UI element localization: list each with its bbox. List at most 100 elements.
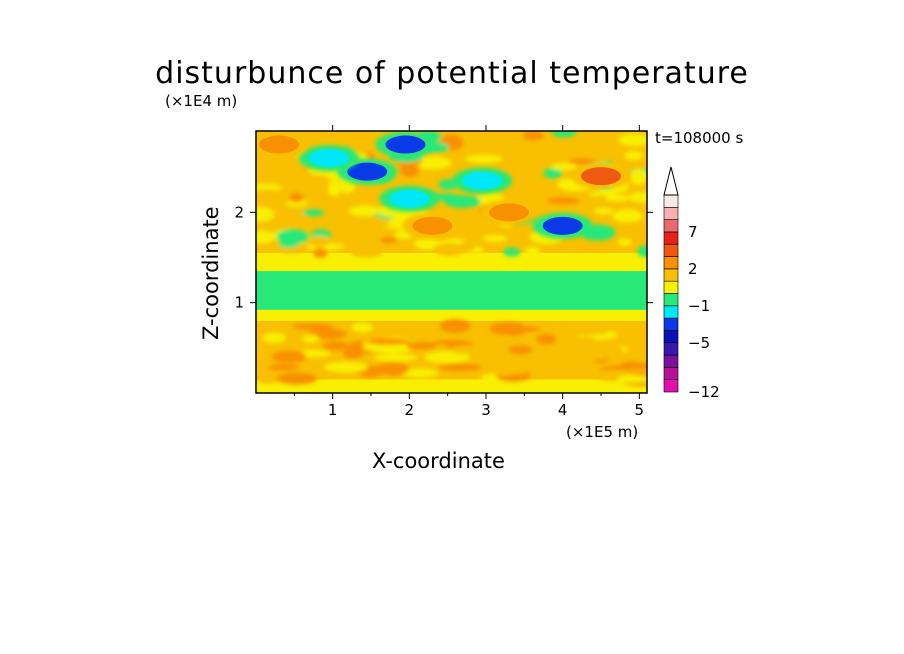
colorbar-segment xyxy=(663,280,679,294)
texture-cell xyxy=(347,342,365,350)
texture-cell xyxy=(276,372,318,385)
texture-cell xyxy=(424,351,471,364)
texture-cell xyxy=(524,246,541,256)
colorbar-tick-label: 2 xyxy=(688,260,698,278)
x-tick-label: 1 xyxy=(328,401,338,419)
x-axis: 1 2 3 4 5 xyxy=(293,125,645,419)
colorbar-segment xyxy=(663,207,679,220)
texture-cell xyxy=(543,168,562,179)
texture-cell xyxy=(482,234,508,242)
colorbar-segment xyxy=(663,231,679,245)
texture-cell xyxy=(503,362,531,375)
plot-area xyxy=(256,131,647,393)
texture-cell xyxy=(605,194,630,202)
texture-cell xyxy=(413,156,452,170)
texture-cell xyxy=(313,247,328,258)
texture-cell xyxy=(629,169,647,185)
x-tick-label: 4 xyxy=(558,401,568,419)
texture-cell xyxy=(308,235,330,247)
texture-cell xyxy=(617,238,632,246)
texture-cell xyxy=(637,245,647,258)
texture-cell xyxy=(351,322,374,333)
texture-cell xyxy=(568,327,609,336)
anomaly-3 xyxy=(389,189,430,208)
texture-cell xyxy=(522,131,544,141)
anomaly-5 xyxy=(542,216,583,235)
y-unit-label: (×1E4 m) xyxy=(165,92,238,110)
texture-cell xyxy=(343,200,365,208)
colorbar-segment xyxy=(663,268,679,282)
texture-cell xyxy=(629,191,647,203)
texture-cell xyxy=(265,155,294,171)
texture-cell xyxy=(299,369,338,376)
texture-cell xyxy=(291,323,335,331)
colorbar-segment xyxy=(663,379,679,393)
colorbar-tick-label: 7 xyxy=(688,223,698,241)
texture-cell xyxy=(302,334,319,343)
texture-cell xyxy=(595,369,633,377)
colorbar-segment xyxy=(663,293,679,307)
texture-cell xyxy=(480,373,502,382)
texture-cell xyxy=(263,342,310,352)
texture-cell xyxy=(546,197,581,205)
texture-cell xyxy=(624,151,643,161)
colorbar-tick-label: −12 xyxy=(688,383,720,401)
texture-cell xyxy=(395,238,414,245)
x-tick-label: 5 xyxy=(635,401,645,419)
texture-cell xyxy=(548,336,596,343)
texture-cell xyxy=(405,342,437,350)
texture-cell xyxy=(276,229,310,244)
colorbar-segment xyxy=(663,305,679,319)
texture-cell xyxy=(366,338,412,345)
texture-cell xyxy=(323,361,369,373)
texture-cell xyxy=(264,216,292,228)
texture-cell xyxy=(401,368,439,378)
x-axis-label: X-coordinate xyxy=(372,449,505,473)
texture-cell xyxy=(550,162,580,171)
texture-cell xyxy=(271,350,307,364)
texture-cell xyxy=(373,353,418,362)
texture-cell xyxy=(289,192,304,203)
texture-cell xyxy=(508,345,533,355)
chart-title: disturbunce of potential temperature xyxy=(155,56,749,91)
time-label: t=108000 s xyxy=(655,129,744,147)
colorbar-segment xyxy=(663,367,679,380)
y-axis: 12 xyxy=(234,203,653,312)
texture-cell xyxy=(593,207,613,215)
texture-cell xyxy=(327,180,341,197)
texture-cell xyxy=(508,356,549,365)
texture-cell xyxy=(437,363,482,372)
texture-cell xyxy=(376,362,410,376)
x-tick-label: 3 xyxy=(481,401,491,419)
texture-cell xyxy=(439,319,471,333)
colorbar-segment xyxy=(663,219,679,233)
anomaly-8 xyxy=(489,203,529,222)
anomaly-9 xyxy=(259,135,299,154)
colorbar-tick-label: −1 xyxy=(688,297,710,315)
plot-frame xyxy=(255,130,648,394)
texture-cell xyxy=(380,236,398,244)
colorbar-tick-label: −5 xyxy=(688,334,710,352)
texture-cell xyxy=(297,349,331,358)
texture-cell xyxy=(364,131,381,144)
texture-cell xyxy=(350,248,384,258)
texture-cell xyxy=(338,179,356,194)
texture-cell xyxy=(551,131,577,138)
texture-cell xyxy=(616,375,647,384)
texture-cell xyxy=(302,209,325,217)
texture-cell xyxy=(256,371,281,384)
texture-cell xyxy=(256,189,282,196)
texture-cell xyxy=(267,364,300,371)
texture-cell xyxy=(256,206,275,223)
colorbar-segment xyxy=(663,256,679,270)
colorbar-segment xyxy=(663,243,679,257)
anomaly-0 xyxy=(347,162,388,181)
texture-cell xyxy=(599,344,624,356)
colorbar-segment xyxy=(663,194,679,208)
texture-cell xyxy=(450,345,482,355)
x-unit-label: (×1E5 m) xyxy=(566,423,639,441)
texture-cell xyxy=(626,349,647,363)
texture-cell xyxy=(348,205,382,217)
texture-cell xyxy=(489,322,526,335)
texture-cell xyxy=(322,341,349,351)
